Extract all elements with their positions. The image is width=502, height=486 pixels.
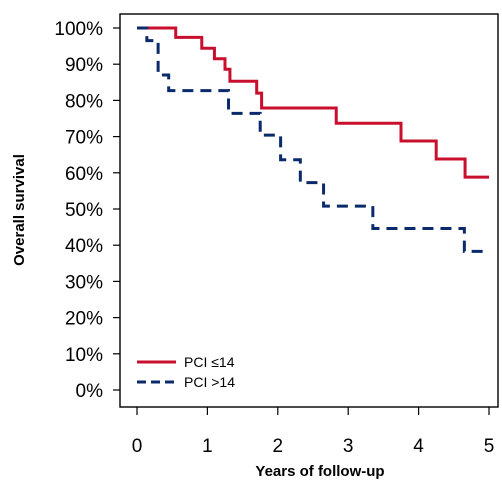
y-tick-label: 100% [54, 19, 103, 40]
y-axis: 0% 10% 20% 30% 40% 50% 60% 70% 80% 90% 100% [54, 19, 120, 402]
x-tick-label: 1 [202, 436, 213, 457]
y-tick-label: 50% [65, 200, 103, 221]
y-tick-label: 70% [65, 128, 103, 149]
series-layer [137, 26, 489, 253]
plot-frame [119, 13, 499, 408]
x-tick-label: 2 [273, 436, 284, 457]
y-tick-label: 40% [65, 236, 103, 257]
y-axis-title: Overall survival [11, 154, 28, 266]
series-line-2 [137, 26, 486, 253]
y-tick-label: 30% [65, 272, 103, 293]
y-tick-label: 80% [65, 91, 103, 112]
x-tick-label: 4 [413, 436, 424, 457]
x-tick-label: 3 [343, 436, 354, 457]
legend-label: PCI >14 [184, 374, 235, 390]
legend-label: PCI ≤14 [184, 354, 235, 370]
x-axis-title: Years of follow-up [255, 463, 384, 480]
series-line-1 [137, 26, 489, 179]
x-tick-label: 0 [132, 436, 143, 457]
y-tick-label: 0% [76, 381, 104, 402]
y-tick-label: 60% [65, 164, 103, 185]
legend: PCI ≤14 PCI >14 [137, 354, 235, 390]
y-tick-label: 90% [65, 55, 103, 76]
x-tick-label: 5 [484, 436, 495, 457]
x-axis: 0 1 2 3 4 5 [132, 407, 495, 457]
y-tick-label: 20% [65, 309, 103, 330]
y-tick-label: 10% [65, 345, 103, 366]
